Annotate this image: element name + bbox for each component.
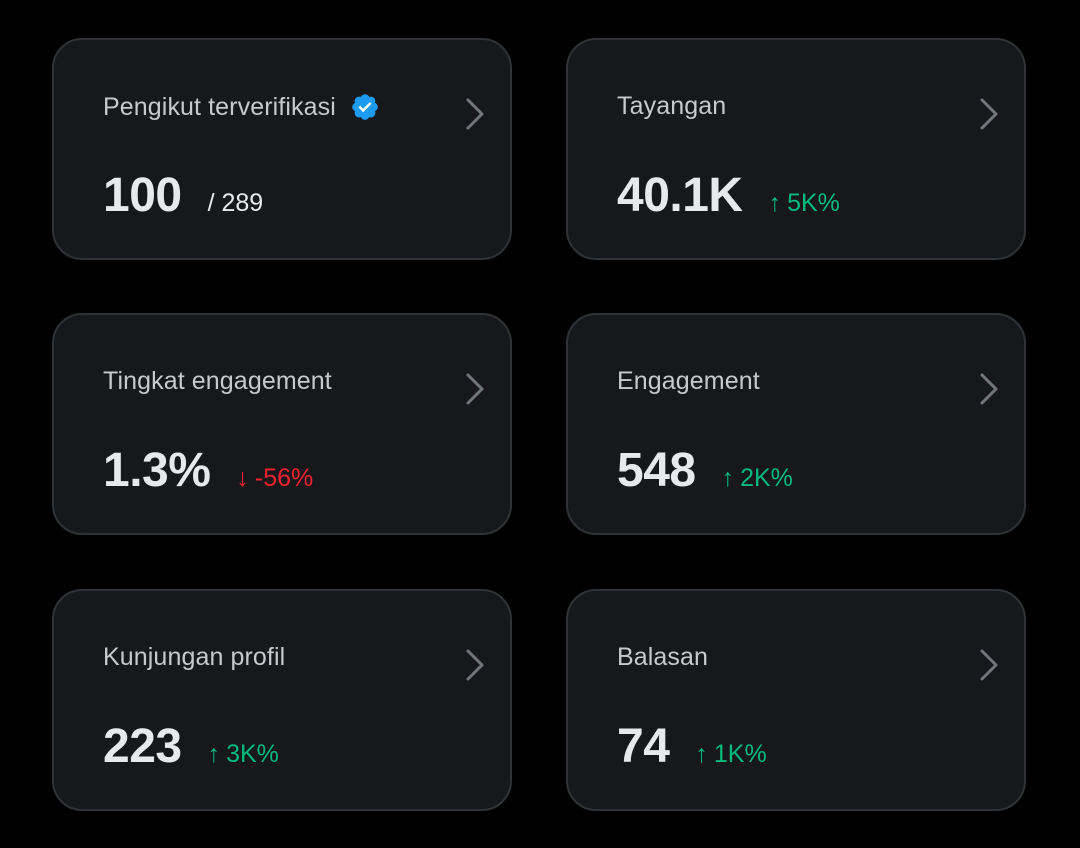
chevron-right-icon[interactable] [464,96,486,132]
card-replies[interactable]: Balasan 74 ↑ 1K% [566,589,1026,811]
card-verified-followers[interactable]: Pengikut terverifikasi 100 / 289 [52,38,512,260]
card-value: 100 [103,169,182,222]
change-indicator: ↑ 3K% [208,740,279,769]
change-indicator: ↑ 5K% [769,189,840,218]
card-label-row: Engagement [617,367,760,396]
card-value-row: 74 ↑ 1K% [617,719,767,774]
card-label: Tingkat engagement [103,367,332,395]
card-value-row: 1.3% ↓ -56% [103,443,313,498]
arrow-down-icon: ↓ [236,464,249,492]
chevron-right-icon[interactable] [978,96,1000,132]
chevron-right-icon[interactable] [978,371,1000,407]
arrow-up-icon: ↑ [207,740,221,768]
card-label-row: Kunjungan profil [103,643,285,672]
arrow-up-icon: ↑ [695,740,708,768]
change-value: 3K% [226,740,279,768]
card-label: Engagement [617,367,760,395]
change-value: 5K% [787,189,840,217]
chevron-right-icon[interactable] [464,371,486,407]
card-value: 548 [617,444,696,497]
card-label-row: Tingkat engagement [103,367,332,396]
card-value: 223 [103,720,182,773]
card-value-row: 40.1K ↑ 5K% [617,168,840,223]
card-label: Balasan [617,643,709,671]
card-value: 74 [617,720,670,773]
card-label-row: Pengikut terverifikasi [103,92,380,122]
chevron-right-icon[interactable] [464,647,486,683]
change-value: -56% [254,464,314,492]
arrow-up-icon: ↑ [768,189,782,217]
card-label: Kunjungan profil [103,643,286,671]
card-label-row: Balasan [617,643,708,672]
card-total: / 289 [207,189,264,217]
card-value: 1.3% [103,444,211,497]
card-value-row: 548 ↑ 2K% [617,443,793,498]
change-indicator: ↑ 1K% [695,740,766,769]
card-engagement[interactable]: Engagement 548 ↑ 2K% [566,313,1026,535]
card-label: Tayangan [617,92,727,120]
change-value: 2K% [740,464,793,492]
card-value: 40.1K [617,169,743,222]
card-label-row: Tayangan [617,92,726,121]
card-value-row: 223 ↑ 3K% [103,719,279,774]
card-label: Pengikut terverifikasi [103,92,336,121]
card-impressions[interactable]: Tayangan 40.1K ↑ 5K% [566,38,1026,260]
chevron-right-icon[interactable] [978,647,1000,683]
change-indicator: ↑ 2K% [722,464,793,493]
card-profile-visits[interactable]: Kunjungan profil 223 ↑ 3K% [52,589,512,811]
card-value-row: 100 / 289 [103,168,263,223]
card-engagement-rate[interactable]: Tingkat engagement 1.3% ↓ -56% [52,313,512,535]
change-value: 1K% [713,740,767,768]
change-indicator: ↓ -56% [236,464,313,493]
arrow-up-icon: ↑ [721,464,735,492]
verified-badge-icon [352,94,378,120]
